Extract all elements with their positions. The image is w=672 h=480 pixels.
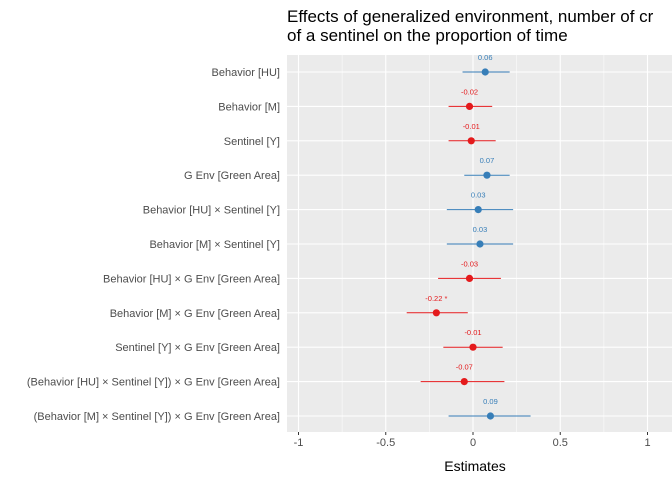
y-tick-label: Sentinel [Y] × G Env [Green Area] [115, 342, 280, 354]
x-tick-label: 0 [470, 437, 476, 449]
chart-title: Effects of generalized environment, numb… [287, 7, 654, 45]
estimate-value-label: 0.09 [483, 397, 498, 406]
estimate-value-label: 0.03 [471, 191, 486, 200]
y-tick-label: Behavior [HU] × Sentinel [Y] [143, 205, 280, 217]
estimate-point [460, 378, 468, 386]
estimate-point [476, 240, 484, 248]
y-tick-label: Behavior [M] [218, 101, 280, 113]
x-tick-label: 0.5 [553, 437, 568, 449]
x-tick-label: 1 [644, 437, 650, 449]
estimate-value-label: -0.22 * [425, 294, 447, 303]
x-axis-title: Estimates [444, 458, 505, 474]
y-axis-tick-labels: Behavior [HU] Behavior [M] Sentinel [Y] G E… [27, 67, 280, 423]
estimate-value-label: 0.06 [478, 53, 493, 62]
estimate-point [465, 102, 474, 110]
estimate-value-label: 0.07 [480, 156, 495, 165]
estimate-point [432, 309, 440, 317]
y-tick-label: (Behavior [HU] × Sentinel [Y]) × G Env [… [27, 377, 280, 389]
chart-title-line-1: Effects of generalized environment, numb… [287, 7, 654, 26]
x-tick-label: -0.5 [376, 437, 395, 449]
y-tick-label: (Behavior [M] × Sentinel [Y]) × G Env [G… [34, 411, 280, 423]
y-tick-label: Behavior [HU] [212, 67, 280, 79]
y-tick-label: Behavior [M] × Sentinel [Y] [149, 239, 280, 251]
estimate-point [465, 274, 474, 282]
y-tick-label: Behavior [M] × G Env [Green Area] [110, 308, 280, 320]
estimate-point [467, 137, 475, 145]
estimate-value-label: -0.07 [456, 363, 473, 372]
estimate-point [486, 412, 495, 420]
chart-title-line-2: of a sentinel on the proportion of time [287, 26, 568, 45]
y-tick-label: Sentinel [Y] [224, 136, 280, 148]
estimate-points [432, 68, 495, 420]
y-tick-label: G Env [Green Area] [184, 170, 280, 182]
estimate-value-label: -0.01 [464, 328, 481, 337]
estimate-value-label: 0.03 [473, 225, 488, 234]
x-axis-tick-labels: -1 -0.5 0 0.5 1 [294, 432, 651, 449]
estimate-point [474, 206, 482, 214]
value-labels: 0.06 -0.02 -0.01 0.07 0.03 0.03 -0.03 -0.22 * -0… [425, 53, 497, 406]
estimate-point [481, 68, 489, 76]
estimate-value-label: -0.01 [463, 122, 480, 131]
estimate-point [469, 343, 477, 351]
estimate-point [483, 171, 491, 179]
y-tick-label: Behavior [HU] × G Env [Green Area] [103, 273, 280, 285]
x-tick-label: -1 [294, 437, 304, 449]
estimate-value-label: -0.02 [461, 87, 478, 96]
estimate-value-label: -0.03 [461, 259, 478, 268]
